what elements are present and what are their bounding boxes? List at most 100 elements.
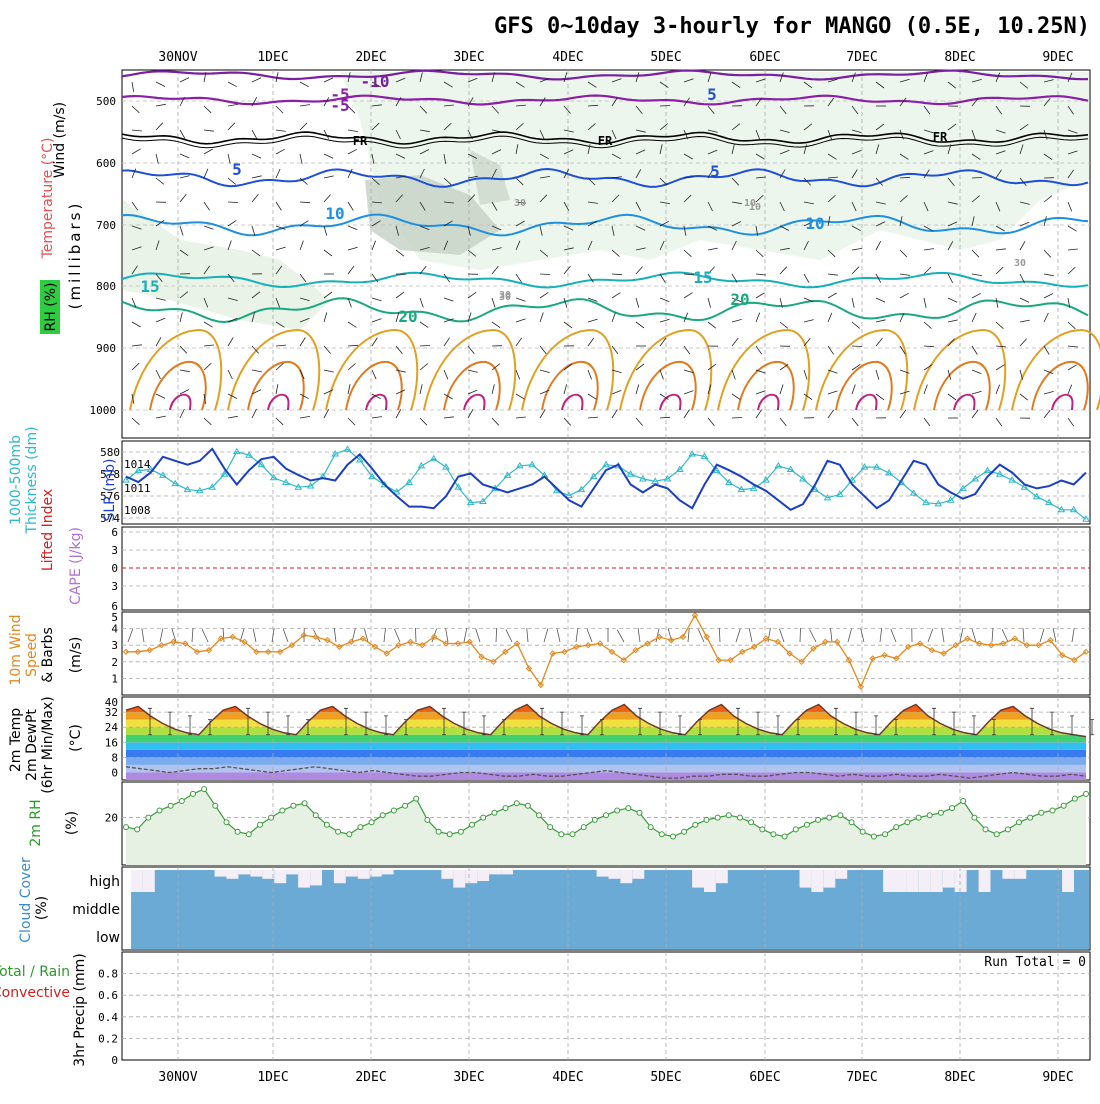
cloud-bar (692, 870, 704, 888)
wind-barb (420, 346, 430, 347)
data-point (972, 815, 977, 820)
data-point (704, 817, 709, 822)
data-point (637, 810, 642, 815)
data-point (492, 810, 497, 815)
date-label-top: 6DEC (749, 50, 780, 65)
data-point (179, 799, 184, 804)
cloud-bar (1062, 870, 1074, 892)
cloud-bar (286, 870, 298, 874)
data-point (258, 822, 263, 827)
precip-label-2: Convective (0, 985, 70, 1001)
temp-label-3: (6hr Min/Max) (40, 696, 56, 793)
data-point (324, 822, 329, 827)
cloud-bar (955, 870, 967, 892)
tick-label: 0.4 (98, 1011, 118, 1024)
cloud-bar (441, 870, 453, 879)
temp-band (122, 750, 1090, 758)
date-label-bottom: 30NOV (158, 1070, 197, 1085)
upper-ylabel-mb: (millibars) (66, 201, 84, 310)
cloud-bar (907, 870, 919, 892)
data-point (905, 820, 910, 825)
data-point (291, 803, 296, 808)
rh-panel: 20 2m RH (%) (28, 782, 1090, 865)
date-label-bottom: 6DEC (749, 1070, 780, 1085)
cloud-bar (370, 870, 382, 877)
date-label-bottom: 9DEC (1042, 1070, 1073, 1085)
date-label-bottom: 3DEC (453, 1070, 484, 1085)
cloud-bar (943, 870, 955, 888)
wind-barb (852, 346, 862, 347)
data-point (838, 813, 843, 818)
contour-label: FR (598, 134, 613, 148)
data-point (693, 822, 698, 827)
cloud-bar (620, 870, 632, 883)
cape-label: CAPE (J/kg) (68, 527, 84, 605)
precip-run-total: Run Total = 0 (984, 955, 1086, 970)
date-label-top: 2DEC (355, 50, 386, 65)
data-point (883, 832, 888, 837)
data-point (135, 827, 140, 832)
data-point (168, 803, 173, 808)
data-point (391, 808, 396, 813)
data-point (860, 829, 865, 834)
cloud-level-low: low (96, 930, 120, 946)
contour-label: 5 (710, 162, 720, 181)
data-point (1028, 815, 1033, 820)
cloud-bar (979, 870, 991, 892)
tick-label: 1000 (90, 404, 117, 417)
contour-label: 10 (805, 214, 824, 233)
data-point (146, 815, 151, 820)
cloud-bar (465, 870, 477, 883)
date-label-bottom: 8DEC (944, 1070, 975, 1085)
cloud-bar (334, 870, 346, 883)
data-point (313, 813, 318, 818)
data-point (604, 813, 609, 818)
data-point (849, 820, 854, 825)
cloud-bar (477, 870, 489, 881)
wind-barb (972, 178, 982, 179)
contour-label: 15 (140, 277, 159, 296)
data-point (804, 822, 809, 827)
contour-label: 30 (514, 198, 526, 209)
cloud-bar (453, 870, 465, 888)
tick-label: 0 (111, 1054, 118, 1067)
cloud-bar (238, 870, 250, 874)
data-point (961, 799, 966, 804)
cloud-bar (704, 870, 716, 892)
tick-label: 2 (111, 656, 118, 669)
tick-label: 600 (96, 157, 116, 170)
thickness-label-1: 1000-500mb (8, 435, 24, 525)
data-point (1072, 796, 1077, 801)
contour-label: FR (353, 134, 368, 148)
cloud-bar (274, 870, 286, 883)
tick-label: 24 (105, 721, 119, 734)
tick-label: 0.2 (98, 1032, 118, 1045)
date-label-top: 8DEC (944, 50, 975, 65)
data-point (191, 791, 196, 796)
data-point (403, 803, 408, 808)
data-point (771, 832, 776, 837)
upper-ylabel-temp: Temperature (°C) (40, 138, 56, 260)
data-point (793, 827, 798, 832)
data-point (592, 817, 597, 822)
data-point (269, 815, 274, 820)
cloud-bar (143, 870, 155, 892)
temp-band (122, 727, 1090, 735)
data-point (916, 815, 921, 820)
date-label-top: 5DEC (650, 50, 681, 65)
date-label-bottom: 5DEC (650, 1070, 681, 1085)
cloud-bar (835, 870, 847, 879)
data-point (1050, 808, 1055, 813)
contour-label: FR (933, 130, 948, 144)
data-point (871, 834, 876, 839)
cloud-bar (931, 870, 943, 892)
data-point (414, 796, 419, 801)
wind-barb (800, 628, 801, 642)
cloud-bar (250, 870, 262, 877)
slp-panel-frame (122, 441, 1090, 524)
data-point (927, 813, 932, 818)
data-point (671, 834, 676, 839)
data-point (358, 825, 363, 830)
